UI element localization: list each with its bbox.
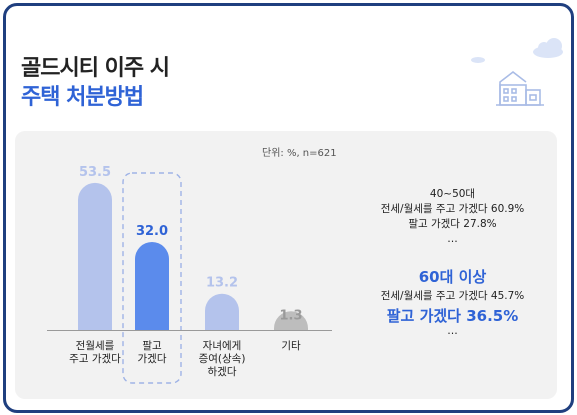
data-label: 1.3 — [279, 308, 302, 323]
annotation-line: 40~50대 — [429, 188, 476, 200]
unit-note: 단위: %, n=621 — [262, 148, 337, 159]
bar — [205, 293, 239, 330]
bar — [78, 182, 112, 330]
x-tick-label-line: 자녀에게 — [202, 340, 242, 352]
x-tick-label-line: 전월세를 — [75, 340, 115, 352]
annotation-line: 전세/월세를 주고 가겠다 45.7% — [380, 290, 525, 302]
x-tick-label-line: 팔고 — [142, 340, 162, 352]
annotation-line: 전세/월세를 주고 가겠다 60.9% — [380, 203, 525, 215]
x-tick-label: 팔고 가겠다 — [117, 340, 187, 366]
data-label: 32.0 — [136, 224, 168, 239]
annotation-heading-60plus: 60대 이상 — [418, 268, 487, 286]
x-tick-label-line: 기타 — [281, 340, 301, 352]
title-line-2: 주택 처분방법 — [21, 85, 144, 110]
x-tick-label: 기타 — [256, 340, 326, 353]
cloud-icon — [471, 38, 563, 63]
data-label: 13.2 — [206, 276, 238, 291]
x-tick-label: 전월세를 주고 가겠다 — [60, 340, 130, 366]
highlight-box — [122, 172, 182, 384]
data-label: 53.5 — [79, 165, 111, 180]
x-tick-label-line: 증여(상속) — [198, 353, 246, 365]
x-tick-label: 자녀에게 증여(상속) 하겠다 — [187, 340, 257, 379]
bar — [274, 311, 308, 330]
annotation-line: 팔고 가겠다 27.8% — [408, 218, 497, 230]
x-tick-label-line: 하겠다 — [207, 366, 237, 378]
x-tick-label-line: 주고 가겠다 — [69, 353, 121, 365]
x-tick-label-line: 가겠다 — [137, 353, 167, 365]
title-line-1: 골드시티 이주 시 — [21, 56, 170, 81]
annotation-ellipsis: … — [447, 325, 458, 337]
building-icon — [496, 70, 544, 106]
annotation-group-40-50: 40~50대 전세/월세를 주고 가겠다 60.9% 팔고 가겠다 27.8% … — [345, 187, 560, 247]
annotation-highlight: 팔고 가겠다 36.5% — [386, 307, 519, 325]
annotation-line: … — [447, 233, 458, 245]
bar — [135, 242, 169, 330]
